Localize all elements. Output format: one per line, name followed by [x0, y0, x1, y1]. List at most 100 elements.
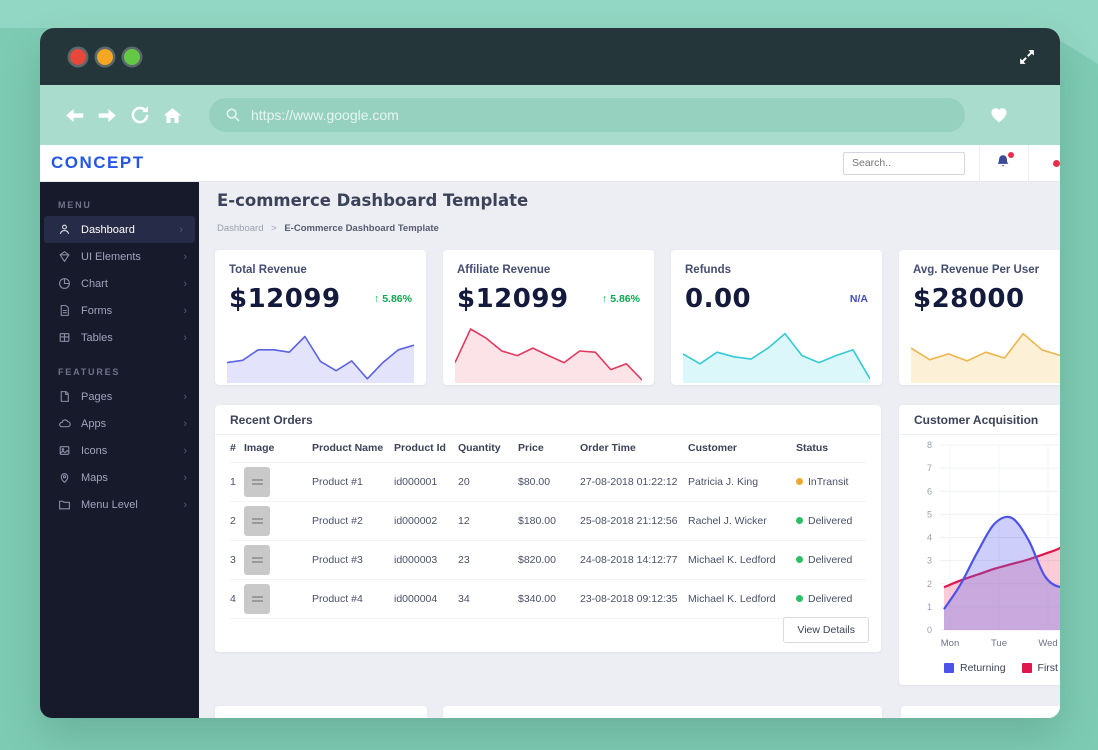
stat-card-total-revenue: Total Revenue $12099 ↑ 5.86% — [215, 250, 426, 385]
svg-text:8: 8 — [927, 440, 932, 450]
order-price: $80.00 — [518, 462, 580, 502]
background-light-band — [0, 0, 1098, 28]
stat-card-title: Refunds — [685, 264, 731, 276]
order-price: $820.00 — [518, 540, 580, 580]
order-product-id: id000003 — [394, 540, 458, 580]
stat-card-value: 0.00 — [685, 284, 752, 314]
order-customer: Rachel J. Wicker — [688, 501, 796, 541]
product-image-placeholder — [244, 505, 270, 536]
svg-text:5: 5 — [927, 509, 932, 519]
browser-toolbar: https://www.google.com — [40, 85, 1060, 145]
page-title: E-commerce Dashboard Template — [217, 191, 529, 210]
sidebar-item-label: UI Elements — [81, 250, 141, 263]
icons-icon — [58, 444, 71, 457]
app-header: CONCEPT — [40, 144, 1060, 182]
column-header-status: Status — [796, 435, 866, 463]
sidebar-item-dashboard[interactable]: Dashboard › — [44, 216, 195, 243]
legend-first-time[interactable]: First Time — [1021, 662, 1060, 674]
sidebar-item-chart[interactable]: Chart › — [40, 270, 199, 297]
sidebar-item-pages[interactable]: Pages › — [40, 383, 199, 410]
back-icon[interactable] — [64, 103, 85, 127]
sidebar-features-label: FEATURES — [58, 367, 121, 377]
window-controls — [70, 49, 140, 65]
sidebar-features-list: Pages › Apps › Icons › Maps › Menu Level › — [40, 383, 199, 518]
tables-icon — [58, 331, 71, 344]
sidebar-item-maps[interactable]: Maps › — [40, 464, 199, 491]
product-category-card: Product Category — [215, 706, 427, 718]
order-status: Delivered — [796, 579, 866, 619]
order-product-id: id000002 — [394, 501, 458, 541]
order-customer: Michael K. Ledford — [688, 540, 796, 580]
table-row[interactable]: 4 Product #4 id000004 34 $340.00 23-08-2018 0… — [230, 579, 866, 619]
menu-level-icon — [58, 498, 71, 511]
svg-text:0: 0 — [927, 625, 932, 635]
svg-text:4: 4 — [927, 533, 932, 543]
order-product-name: Product #2 — [312, 501, 394, 541]
app-logo[interactable]: CONCEPT — [51, 153, 145, 172]
search-icon — [226, 108, 240, 122]
sidebar-item-menu-level[interactable]: Menu Level › — [40, 491, 199, 518]
table-row[interactable]: 3 Product #3 id000003 23 $820.00 24-08-2018 1… — [230, 540, 866, 580]
order-image-cell — [244, 462, 312, 502]
table-row[interactable]: 1 Product #1 id000001 20 $80.00 27-08-2018 01… — [230, 462, 866, 502]
order-product-name: Product #4 — [312, 579, 394, 619]
order-customer: Michael K. Ledford — [688, 579, 796, 619]
stat-card-sparkline — [226, 317, 415, 383]
maximize-window-button[interactable] — [124, 49, 140, 65]
stat-card-affiliate-revenue: Affiliate Revenue $12099 ↑ 5.86% — [443, 250, 654, 385]
order-product-name: Product #3 — [312, 540, 394, 580]
column-header-product-id: Product Id — [394, 435, 458, 463]
order-image-cell — [244, 579, 312, 619]
chevron-right-icon: › — [183, 250, 187, 263]
apps-icon — [58, 417, 71, 430]
sidebar-item-label: Icons — [81, 444, 108, 457]
order-quantity: 12 — [458, 501, 518, 541]
close-window-button[interactable] — [70, 49, 86, 65]
minimize-window-button[interactable] — [97, 49, 113, 65]
fullscreen-expand-icon[interactable] — [1016, 46, 1038, 68]
forward-icon[interactable] — [97, 103, 118, 127]
dashboard-icon — [58, 223, 71, 236]
favorite-heart-icon[interactable] — [989, 103, 1009, 127]
sidebar-item-label: Maps — [81, 471, 108, 484]
order-price: $180.00 — [518, 501, 580, 541]
customer-acquisition-chart: 012345678MonTueWedThu — [899, 435, 1060, 660]
legend-returning[interactable]: Returning — [944, 662, 1006, 674]
table-row[interactable]: 2 Product #2 id000002 12 $180.00 25-08-2018 2… — [230, 501, 866, 541]
notifications-bell-icon[interactable] — [994, 152, 1014, 173]
svg-text:3: 3 — [927, 556, 932, 566]
svg-text:2: 2 — [927, 579, 932, 589]
sidebar-item-icons[interactable]: Icons › — [40, 437, 199, 464]
breadcrumb-dashboard[interactable]: Dashboard — [217, 223, 264, 234]
breadcrumb: Dashboard > E-Commerce Dashboard Templat… — [217, 223, 439, 234]
sidebar-item-label: Menu Level — [81, 498, 138, 511]
search-input[interactable] — [843, 151, 965, 175]
order-price: $340.00 — [518, 579, 580, 619]
recent-orders-card: Recent Orders # Image Product Name Product … — [215, 405, 881, 652]
product-sales-title: Product Sales — [443, 706, 882, 718]
home-icon[interactable] — [162, 103, 183, 127]
order-status: Delivered — [796, 540, 866, 580]
stat-card-value: $12099 — [457, 284, 569, 314]
sidebar-item-tables[interactable]: Tables › — [40, 324, 199, 351]
stat-card-change: N/A — [849, 293, 868, 305]
pages-icon — [58, 390, 71, 403]
view-details-button[interactable]: View Details — [783, 617, 869, 643]
refresh-icon[interactable] — [130, 103, 150, 127]
product-image-placeholder — [244, 466, 270, 497]
sidebar-item-forms[interactable]: Forms › — [40, 297, 199, 324]
sidebar-item-label: Forms — [81, 304, 113, 317]
sidebar-item-ui-elements[interactable]: UI Elements › — [40, 243, 199, 270]
breadcrumb-current: E-Commerce Dashboard Template — [284, 223, 439, 234]
product-image-placeholder — [244, 583, 270, 614]
order-product-name: Product #1 — [312, 462, 394, 502]
forms-icon — [58, 304, 71, 317]
chevron-right-icon: › — [183, 277, 187, 290]
notification-badge — [1008, 152, 1014, 158]
sidebar-item-label: Chart — [81, 277, 108, 290]
stat-card-value: $12099 — [229, 284, 341, 314]
address-bar[interactable]: https://www.google.com — [209, 98, 965, 132]
column-header-image: Image — [244, 435, 312, 463]
sidebar-item-apps[interactable]: Apps › — [40, 410, 199, 437]
chevron-right-icon: › — [183, 444, 187, 457]
